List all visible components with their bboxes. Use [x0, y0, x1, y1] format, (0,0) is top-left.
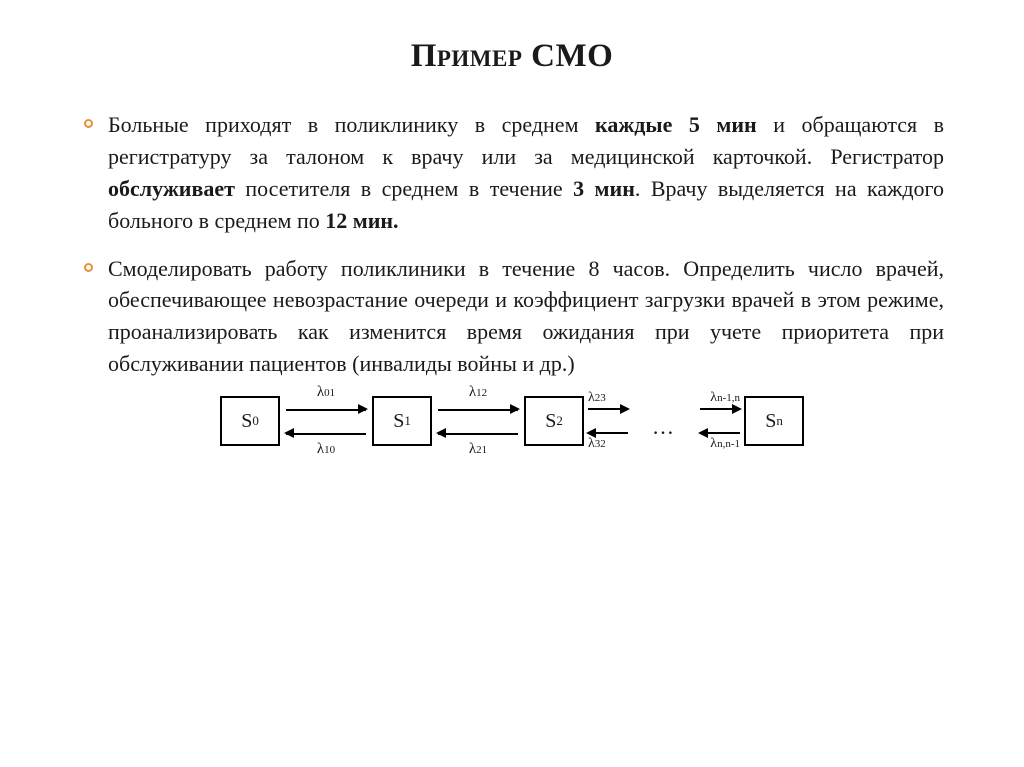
text-bold: 12 мин. [325, 208, 398, 233]
transition-pair: λ01λ10 [280, 396, 372, 446]
state-box: Sn [744, 396, 804, 446]
text-bold: 3 мин [573, 176, 635, 201]
ellipsis: … [644, 414, 684, 446]
text-run: посетителя в среднем в течение [235, 176, 573, 201]
arrow-forward: λ12 [438, 400, 518, 418]
arrow-forward: λ01 [286, 400, 366, 418]
state-box: S0 [220, 396, 280, 446]
text-bold: обслуживает [108, 176, 235, 201]
arrow-backward: λ10 [286, 424, 366, 442]
arrow-backward-stub: λ32 [588, 432, 628, 434]
arrow-backward-stub: λn,n-1 [700, 432, 740, 434]
page-title: Пример СМО [80, 38, 944, 75]
state-diagram: S0λ01λ10S1λ12λ21S2λ23λ32…λn-1,nλn,n-1Sn [220, 396, 804, 446]
text-run: Больные приходят в поликлинику в среднем [108, 112, 595, 137]
arrow-backward: λ21 [438, 424, 518, 442]
bullet-item: Смоделировать работу поликлиники в течен… [80, 253, 944, 381]
text-bold: каждые 5 мин [595, 112, 757, 137]
bullet-item: Больные приходят в поликлинику в среднем… [80, 109, 944, 237]
transition-half: λn-1,n λn,n-1 [684, 396, 744, 446]
transition-half: λ23 λ32 [584, 396, 644, 446]
bullet-list: Больные приходят в поликлинику в среднем… [80, 109, 944, 380]
text-run: Смоделировать работу поликлиники в течен… [108, 256, 944, 377]
state-box: S1 [372, 396, 432, 446]
arrow-forward-stub: λn-1,n [700, 408, 740, 410]
arrow-forward-stub: λ23 [588, 408, 628, 410]
state-box: S2 [524, 396, 584, 446]
transition-pair: λ12λ21 [432, 396, 524, 446]
